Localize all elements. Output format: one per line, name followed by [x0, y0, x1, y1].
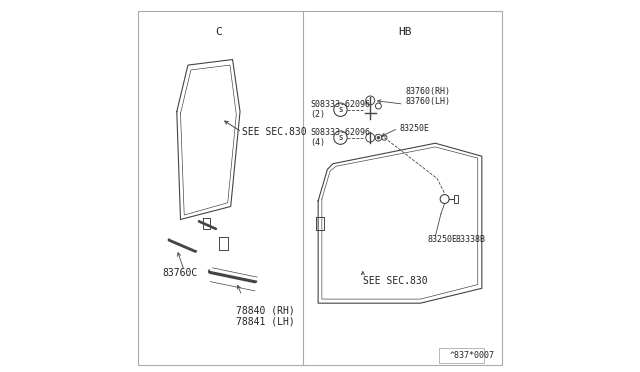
- Text: SEE SEC.830: SEE SEC.830: [363, 276, 428, 286]
- Text: C: C: [215, 27, 222, 36]
- Text: 83250E: 83250E: [400, 124, 430, 133]
- Text: S: S: [339, 135, 342, 141]
- FancyBboxPatch shape: [454, 195, 458, 203]
- Text: 83760(RH)
83760(LH): 83760(RH) 83760(LH): [406, 87, 451, 106]
- Text: S08333-62096
(2): S08333-62096 (2): [310, 100, 371, 119]
- Text: 78840 (RH)
78841 (LH): 78840 (RH) 78841 (LH): [236, 305, 295, 327]
- Text: 83338B: 83338B: [456, 235, 486, 244]
- Text: S08333-62096
(4): S08333-62096 (4): [310, 128, 371, 147]
- Text: SEE SEC.830: SEE SEC.830: [242, 127, 307, 137]
- Circle shape: [377, 136, 380, 139]
- Bar: [439, 348, 484, 363]
- Text: HB: HB: [398, 27, 412, 36]
- Text: 83760C: 83760C: [162, 269, 197, 278]
- Text: S: S: [339, 107, 342, 113]
- Text: 83250E: 83250E: [428, 235, 458, 244]
- Text: ^837*0007: ^837*0007: [450, 351, 495, 360]
